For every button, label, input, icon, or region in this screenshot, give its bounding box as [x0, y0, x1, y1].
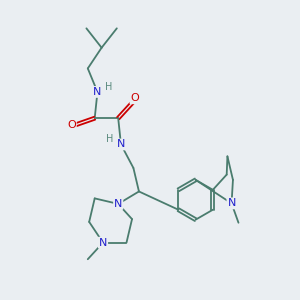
- Text: N: N: [227, 198, 236, 208]
- Text: N: N: [93, 87, 102, 97]
- Text: O: O: [67, 120, 76, 130]
- Text: N: N: [99, 238, 107, 248]
- Text: H: H: [105, 82, 113, 92]
- Text: H: H: [106, 134, 113, 145]
- Text: N: N: [117, 140, 125, 149]
- Text: O: O: [130, 93, 139, 103]
- Text: N: N: [114, 199, 122, 209]
